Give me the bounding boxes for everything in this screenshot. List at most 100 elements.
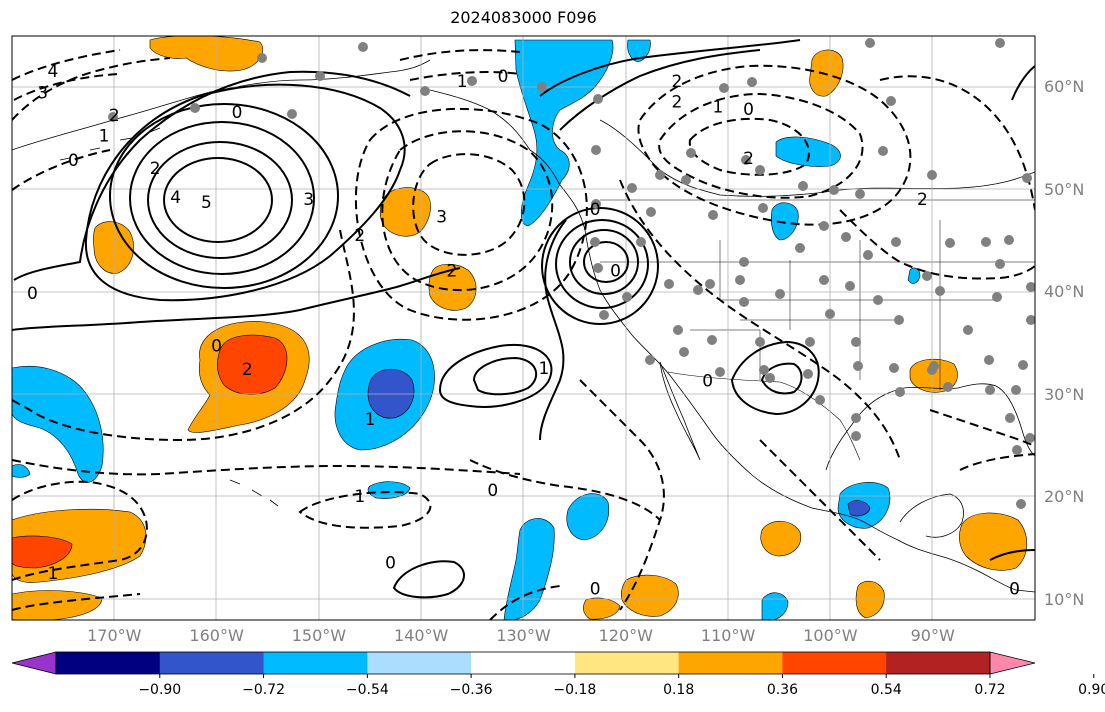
colorbar-segment xyxy=(367,652,472,674)
longitude-label: 120°W xyxy=(598,626,653,645)
contour-label: 2 xyxy=(743,149,754,169)
positive-anomaly-area xyxy=(855,580,885,619)
longitude-label: 100°W xyxy=(803,626,858,645)
longitude-label: 110°W xyxy=(700,626,756,645)
latitude-label: 60°N xyxy=(1044,77,1085,97)
contour-label: 1 xyxy=(354,487,365,507)
colorbar-segment xyxy=(471,652,576,674)
contour-label: 3 xyxy=(436,207,447,227)
colorbar-tick-label: 0.72 xyxy=(974,682,1006,698)
contour-label: 2 xyxy=(917,190,928,210)
positive-anomaly-area xyxy=(620,574,679,617)
colorbar-segment xyxy=(782,652,887,674)
colorbar-frame xyxy=(55,651,991,675)
north-america-coastline xyxy=(429,89,1035,593)
negative-anomaly-area xyxy=(775,136,841,167)
latitude-label: 10°N xyxy=(1044,589,1085,609)
contour-label: 1 xyxy=(48,564,59,584)
country-border xyxy=(667,371,861,461)
contour-label: 2 xyxy=(672,72,683,92)
contour-label: 2 xyxy=(354,226,365,246)
longitude-label: 150°W xyxy=(291,626,347,645)
contour-label: 0 xyxy=(68,151,79,171)
positive-anomaly-area xyxy=(428,263,477,311)
contour-label: 2 xyxy=(446,262,457,282)
contour-label: 3 xyxy=(303,190,314,210)
longitude-label: 130°W xyxy=(496,626,551,645)
colorbar-tick-label: 0.36 xyxy=(766,682,799,698)
negative-anomaly-area xyxy=(503,518,555,620)
contour-label: 2 xyxy=(150,159,161,179)
contour-label: 0 xyxy=(232,103,243,123)
strong-positive-anomaly-area xyxy=(217,334,288,395)
contour-label: 0 xyxy=(590,579,601,599)
gulf-of-mexico-coastline xyxy=(825,383,1035,471)
colorbar-tick-label: 0.54 xyxy=(870,682,902,698)
colorbar-segment xyxy=(56,652,161,674)
contour-label: 0 xyxy=(590,200,601,220)
contour-label: 5 xyxy=(201,193,212,213)
contour-label: 1 xyxy=(457,72,468,92)
positive-contours xyxy=(12,39,1035,599)
positive-anomaly-area xyxy=(379,187,431,237)
contour-label: 2 xyxy=(109,106,120,126)
positive-anomaly-area xyxy=(760,520,802,557)
colorbar xyxy=(11,651,1095,678)
latitude-label: 40°N xyxy=(1044,282,1085,302)
contour-label: 1 xyxy=(99,126,110,146)
strong-positive-anomaly-area xyxy=(12,535,73,569)
longitude-label: 170°W xyxy=(87,626,142,645)
coastlines xyxy=(12,59,1035,593)
contour-label: 4 xyxy=(48,62,59,82)
colorbar-tick-label: −0.90 xyxy=(138,682,182,698)
canadian-islands xyxy=(599,119,1035,197)
colorbar-tick-label: −0.54 xyxy=(345,682,389,698)
aleutian-islands xyxy=(59,127,161,161)
colorbar-extend-high xyxy=(989,651,1036,675)
colorbar-segment xyxy=(159,652,265,674)
shading-layer xyxy=(12,36,1028,620)
colorbar-tick-label: 0.90 xyxy=(1078,682,1105,698)
colorbar-segment xyxy=(574,652,680,674)
baja-california-coastline xyxy=(659,361,701,461)
strong-negative-anomaly-area xyxy=(847,500,871,517)
negative-anomaly-area xyxy=(12,464,31,478)
contour-label: 2 xyxy=(242,360,253,380)
state-border xyxy=(600,199,1035,390)
contour-label: 2 xyxy=(672,93,683,113)
colorbar-segment xyxy=(678,652,783,674)
alaska-coastline xyxy=(12,59,431,151)
latitude-label: 20°N xyxy=(1044,487,1085,507)
colorbar-extend-low xyxy=(11,651,57,675)
contour-label: 1 xyxy=(365,410,376,430)
positive-anomaly-area xyxy=(959,512,1028,571)
positive-anomaly-area xyxy=(93,221,134,274)
negative-contours xyxy=(12,49,1035,620)
contour-label: 0 xyxy=(27,284,38,304)
colorbar-tick-label: −0.18 xyxy=(553,682,597,698)
negative-anomaly-area xyxy=(907,267,921,284)
negative-anomaly-area xyxy=(566,493,610,541)
positive-anomaly-area xyxy=(809,49,844,97)
contour-label: 0 xyxy=(743,100,754,120)
longitude-label: 90°W xyxy=(910,626,955,645)
contour-label: 0 xyxy=(498,67,509,87)
contour-label: 0 xyxy=(211,336,222,356)
negative-anomaly-area xyxy=(770,202,799,241)
map-title: 2024083000 F096 xyxy=(450,8,597,27)
contour-label: 0 xyxy=(1009,579,1020,599)
latitude-label: 30°N xyxy=(1044,384,1085,404)
map-frame xyxy=(11,35,1036,621)
station-dots xyxy=(108,38,1035,509)
colorbar-tick-label: 0.18 xyxy=(663,682,695,698)
contour-label: 1 xyxy=(539,359,550,379)
longitude-label: 160°W xyxy=(189,626,244,645)
contour-label: 1 xyxy=(712,98,723,118)
contour-label: 4 xyxy=(170,188,181,208)
longitude-label: 140°W xyxy=(394,626,449,645)
contour-label: 3 xyxy=(37,83,48,103)
colorbar-tick-label: −0.72 xyxy=(242,682,285,698)
colorbar-segment xyxy=(886,652,991,674)
